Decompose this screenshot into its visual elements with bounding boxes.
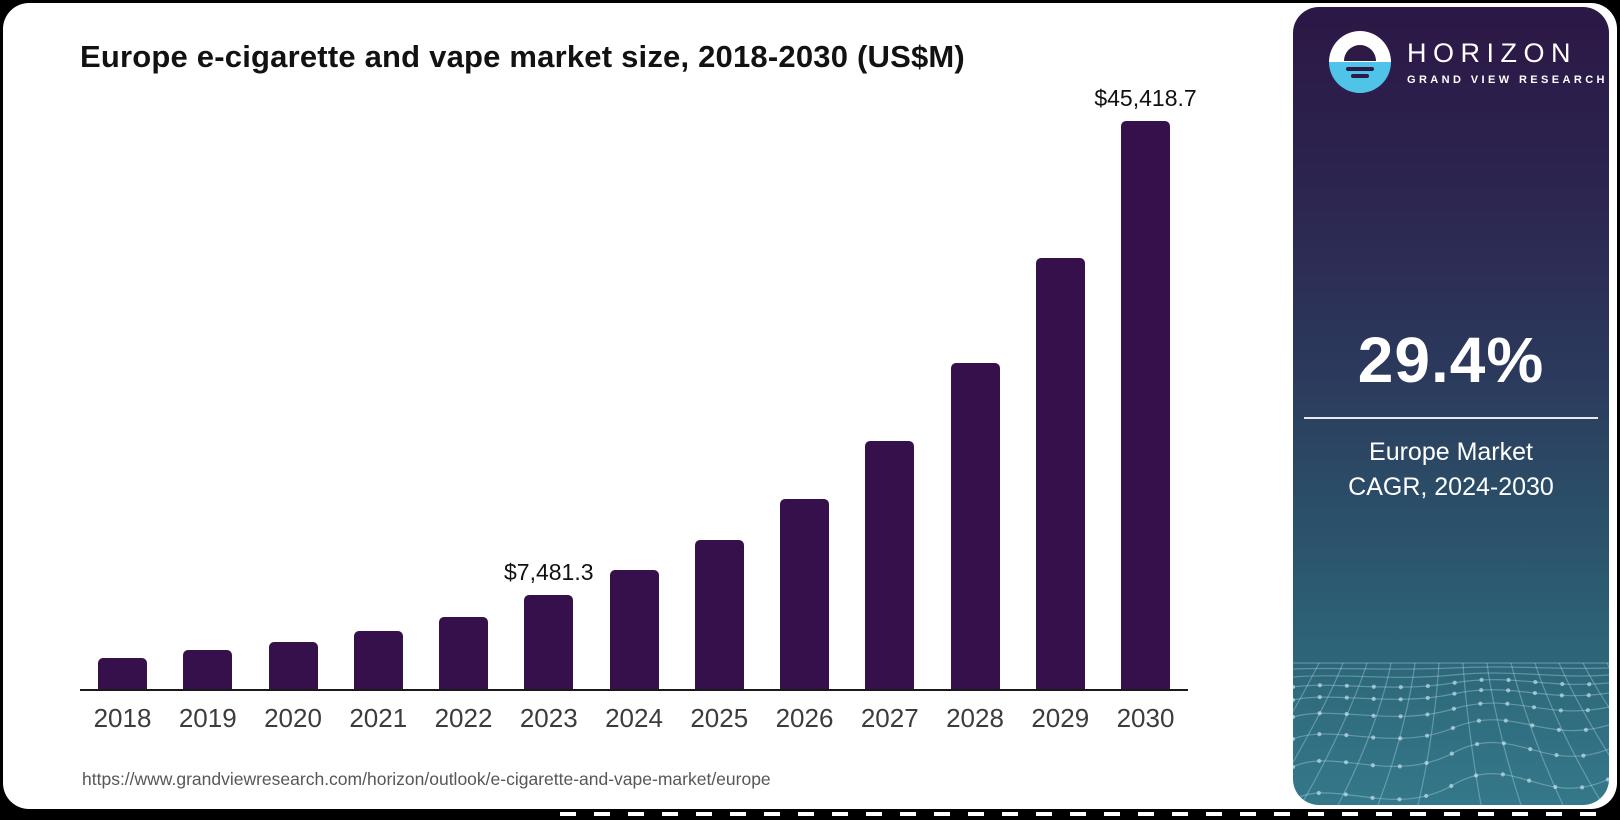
bar-2022 [439,617,488,689]
bar-column-2020 [251,642,336,689]
bottom-dash-decoration [560,812,1608,816]
bar-column-2025 [677,540,762,689]
horizon-sunrise-icon [1329,31,1391,93]
x-axis-label-2026: 2026 [775,703,834,733]
bar-column-2021 [336,631,421,689]
x-axis-label-2023: 2023 [519,703,578,733]
x-axis-label-2019: 2019 [178,703,237,733]
bar-column-2030: $45,418.7 [1094,85,1197,689]
bar-2026 [780,499,829,689]
x-axis-label-2025: 2025 [690,703,749,733]
bar-column-2027 [847,441,932,689]
brand-name: HORIZON [1407,38,1577,68]
cagr-stat-block: 29.4% Europe Market CAGR, 2024-2030 [1293,323,1609,504]
chart-title: Europe e-cigarette and vape market size,… [80,39,965,74]
bar-2023 [524,595,574,689]
bar-2030 [1121,121,1170,689]
water-line-icon [1351,74,1369,78]
brand-panel: HORIZON GRAND VIEW RESEARCH 29.4% Europe… [1293,7,1609,805]
bar-column-2018 [80,658,165,689]
bar-column-2028 [933,363,1018,689]
bar-column-2023: $7,481.3 [503,559,594,689]
water-line-icon [1346,67,1374,71]
bar-chart-plot-area: $7,481.3 $45,418.7 [80,85,1197,691]
bar-2018 [98,658,147,689]
bar-column-2019 [165,650,250,689]
x-axis-label-2030: 2030 [1116,703,1175,733]
horizon-logo: HORIZON GRAND VIEW RESEARCH [1329,31,1608,93]
bar-2029 [1035,258,1085,689]
infographic-card: Europe e-cigarette and vape market size,… [3,3,1617,809]
sun-icon-part [1344,45,1376,61]
bar-column-2029 [1018,258,1103,689]
bar-column-2026 [762,499,847,689]
bar-2028 [950,363,1000,689]
x-axis-label-2028: 2028 [946,703,1004,733]
x-axis-label-2027: 2027 [860,703,919,733]
x-axis-label-2018: 2018 [93,703,152,733]
cagr-label-line2: CAGR, 2024-2030 [1348,472,1554,501]
bar-column-2022 [421,617,506,689]
bar-value-label-2030: $45,418.7 [1094,85,1197,111]
wireframe-mesh-graphic [1293,662,1609,805]
source-url: https://www.grandviewresearch.com/horizo… [82,769,771,789]
x-axis-label-2021: 2021 [349,703,408,733]
brand-text-block: HORIZON GRAND VIEW RESEARCH [1407,38,1608,86]
bar-2019 [183,650,233,689]
brand-subtitle: GRAND VIEW RESEARCH [1407,74,1608,86]
bar-2027 [865,441,915,689]
bar-2025 [694,540,744,689]
cagr-label-line1: Europe Market [1369,438,1533,466]
x-axis-label-2024: 2024 [605,703,663,733]
bar-2024 [609,570,659,689]
cagr-value: 29.4% [1357,324,1545,396]
x-axis-label-2020: 2020 [264,703,322,733]
x-axis-label-2029: 2029 [1031,703,1090,733]
x-axis-labels: 2018 2019 2020 2021 2022 2023 2024 2025 2026 2027… [80,703,1188,734]
bar-2021 [353,631,403,689]
bar-value-label-2023: $7,481.3 [503,559,594,585]
bar-2020 [268,642,318,689]
x-axis-label-2022: 2022 [434,703,493,733]
bar-column-2024 [592,570,677,689]
stat-divider [1304,417,1598,419]
